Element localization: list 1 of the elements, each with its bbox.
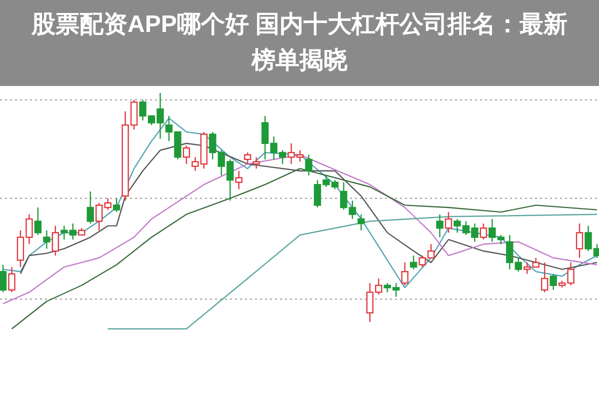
chart-title: 股票配资APP哪个好 国内十大杠杆公司排名：最新榜单揭晓 xyxy=(30,10,568,76)
